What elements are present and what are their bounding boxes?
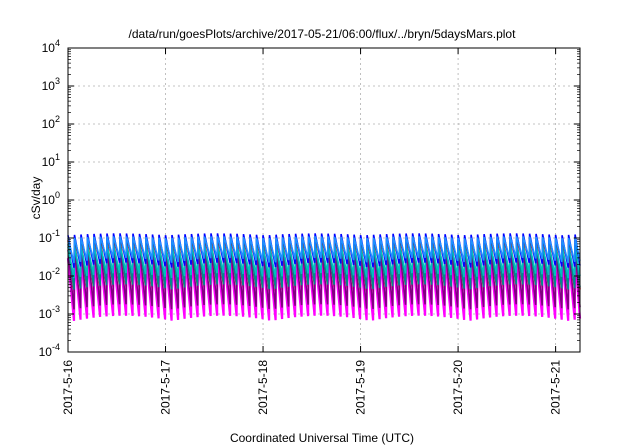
x-tick-label: 2017-5-18	[256, 360, 270, 415]
y-tick-label: 10-2	[39, 266, 60, 283]
y-tick-label: 104	[42, 38, 60, 55]
x-tick-label: 2017-5-20	[451, 360, 465, 415]
y-tick-label: 10-3	[39, 304, 60, 321]
series-line	[67, 236, 581, 264]
series-line	[67, 244, 581, 279]
x-tick-label: 2017-5-17	[159, 360, 173, 415]
chart-title: /data/run/goesPlots/archive/2017-05-21/0…	[129, 27, 517, 41]
x-axis: 2017-5-16 2017-5-17 2017-5-18 2017-5-19 2017…	[61, 48, 563, 415]
series-line	[66, 256, 582, 322]
x-tick-label: 2017-5-16	[61, 360, 75, 415]
x-tick-label: 2017-5-19	[354, 360, 368, 415]
y-tick-label: 101	[42, 152, 60, 169]
y-axis: 10-4 10-3 10-2 10-1 100 101 102 103 104	[39, 38, 580, 359]
y-tick-label: 100	[42, 190, 60, 207]
series-group	[66, 233, 582, 322]
y-tick-label: 10-4	[39, 342, 60, 359]
series-line	[67, 247, 581, 310]
y-tick-label: 103	[42, 76, 60, 93]
x-tick-label: 2017-5-21	[549, 360, 563, 415]
y-axis-label: cSv/day	[29, 177, 43, 220]
y-tick-label: 10-1	[39, 228, 60, 245]
x-axis-label: Coordinated Universal Time (UTC)	[230, 431, 414, 445]
y-tick-label: 102	[42, 114, 60, 131]
